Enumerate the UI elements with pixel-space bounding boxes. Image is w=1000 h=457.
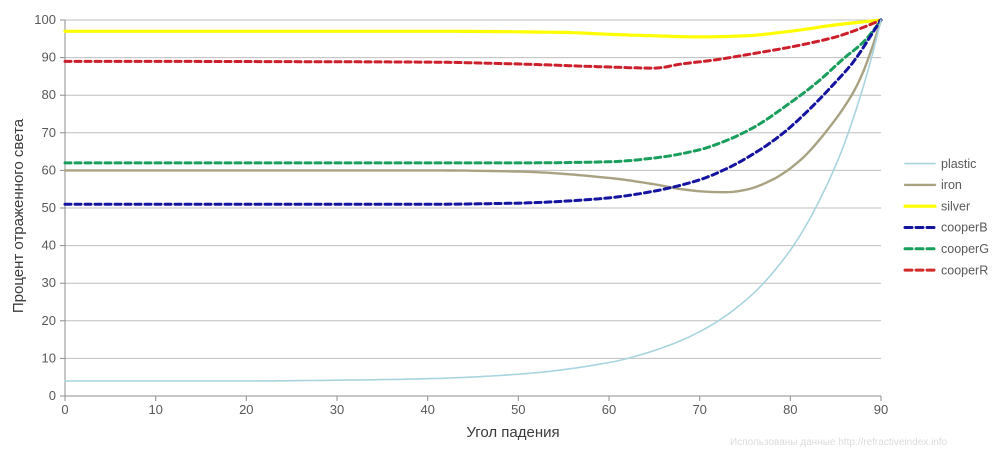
svg-text:silver: silver	[941, 199, 970, 213]
svg-text:cooperG: cooperG	[941, 242, 989, 256]
svg-text:plastic: plastic	[941, 157, 976, 171]
svg-text:iron: iron	[941, 178, 962, 192]
svg-text:cooperR: cooperR	[941, 263, 988, 277]
svg-text:cooperB: cooperB	[941, 221, 988, 235]
